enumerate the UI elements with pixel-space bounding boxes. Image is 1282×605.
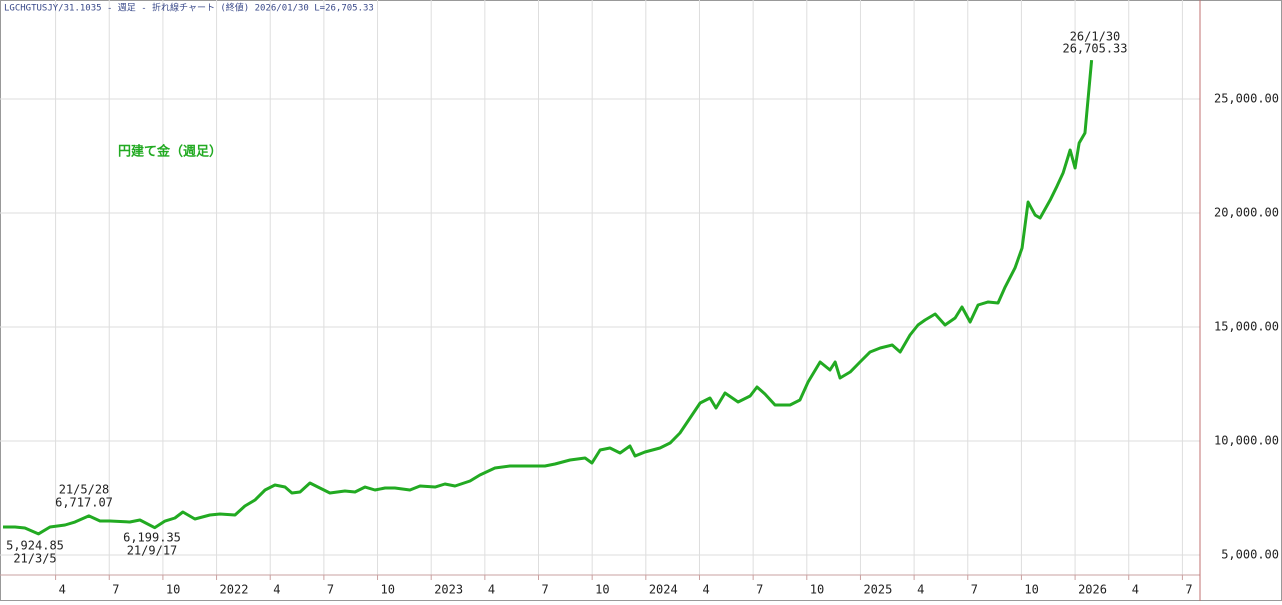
header: LGCHGTUSJY/31.1035 - 週足 - 折れ線チャート (終値) 2…: [4, 2, 374, 14]
x-tick-label: 2026: [1078, 583, 1107, 597]
y-tick-label: 10,000.00: [1214, 434, 1279, 448]
annotation-date: 21/5/28: [59, 483, 110, 497]
x-tick-label: 10: [595, 583, 609, 597]
annotation-date: 21/9/17: [127, 544, 178, 558]
grid: [0, 0, 1200, 575]
x-tick-label: 7: [971, 583, 978, 597]
x-tick-label: 7: [756, 583, 763, 597]
annotation-date: 21/3/5: [13, 552, 56, 566]
y-tick-label: 25,000.00: [1214, 91, 1279, 105]
annotation-value: 26,705.33: [1062, 42, 1127, 56]
x-tick-label: 4: [273, 583, 280, 597]
x-tick-label: 4: [702, 583, 709, 597]
x-tick-label: 7: [542, 583, 549, 597]
annotation-date: 26/1/30: [1070, 30, 1121, 44]
x-tick-label: 2022: [220, 583, 249, 597]
annotation-value: 6,717.07: [55, 496, 113, 510]
x-tick-label: 7: [327, 583, 334, 597]
y-tick-label: 15,000.00: [1214, 320, 1279, 334]
x-tick-label: 2024: [649, 583, 678, 597]
x-tick-label: 10: [810, 583, 824, 597]
x-tick-label: 2025: [863, 583, 892, 597]
annotation-value: 5,924.85: [6, 539, 64, 553]
x-tick-label: 10: [166, 583, 180, 597]
x-tick-label: 4: [59, 583, 66, 597]
annotation-value: 6,199.35: [123, 531, 181, 545]
x-tick-label: 4: [917, 583, 924, 597]
x-tick-label: 7: [112, 583, 119, 597]
y-tick-label: 5,000.00: [1221, 548, 1279, 562]
y-tick-label: 20,000.00: [1214, 206, 1279, 220]
x-tick-label: 2023: [434, 583, 463, 597]
x-tick-label: 4: [1132, 583, 1139, 597]
series-label: 円建て金（週足）: [118, 144, 222, 160]
x-tick-label: 4: [488, 583, 495, 597]
price-line: [3, 59, 1094, 536]
x-tick-label: 10: [381, 583, 395, 597]
x-tick-label: 10: [1024, 583, 1038, 597]
x-tick-label: 7: [1185, 583, 1192, 597]
